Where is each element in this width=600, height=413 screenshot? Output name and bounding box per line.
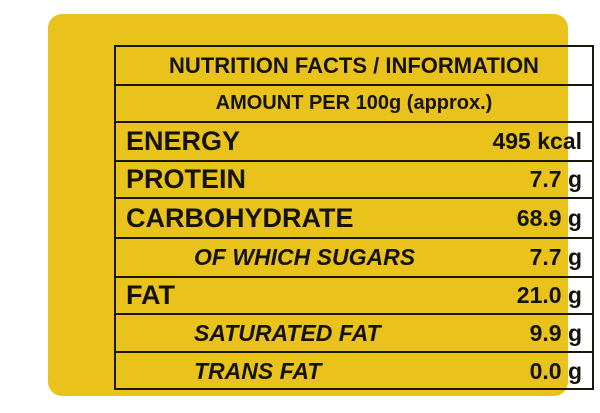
table-row-sugars: OF WHICH SUGARS 7.7 g [116,239,592,278]
row-label: ENERGY [126,126,241,156]
row-value: 68.9 g [516,204,582,231]
row-label: CARBOHYDRATE [126,202,354,233]
table-row-protein: PROTEIN 7.7 g [116,162,592,199]
table-row-energy: ENERGY 495 kcal [116,123,592,162]
table-row-saturated-fat: SATURATED FAT 9.9 g [116,315,592,353]
row-value: 0.0 g [529,357,582,384]
row-value: 9.9 g [529,319,582,346]
table-row-trans-fat: TRANS FAT 0.0 g [116,353,592,389]
serving-amount: AMOUNT PER 100g (approx.) [116,86,592,123]
row-label: FAT [126,280,175,310]
row-value: 7.7 g [529,244,582,270]
nutrition-table: NUTRITION FACTS / INFORMATION AMOUNT PER… [114,45,594,390]
row-label: OF WHICH SUGARS [194,244,416,270]
row-label: TRANS FAT [194,357,322,384]
row-label: PROTEIN [126,164,247,194]
table-row-fat: FAT 21.0 g [116,278,592,315]
row-value: 495 kcal [492,128,582,154]
row-label: SATURATED FAT [194,319,381,346]
table-title: NUTRITION FACTS / INFORMATION [116,47,592,86]
row-value: 7.7 g [529,166,582,192]
nutrition-label: NUTRITION FACTS / INFORMATION AMOUNT PER… [48,14,594,396]
table-row-carbohydrate: CARBOHYDRATE 68.9 g [116,199,592,239]
row-value: 21.0 g [516,282,582,308]
